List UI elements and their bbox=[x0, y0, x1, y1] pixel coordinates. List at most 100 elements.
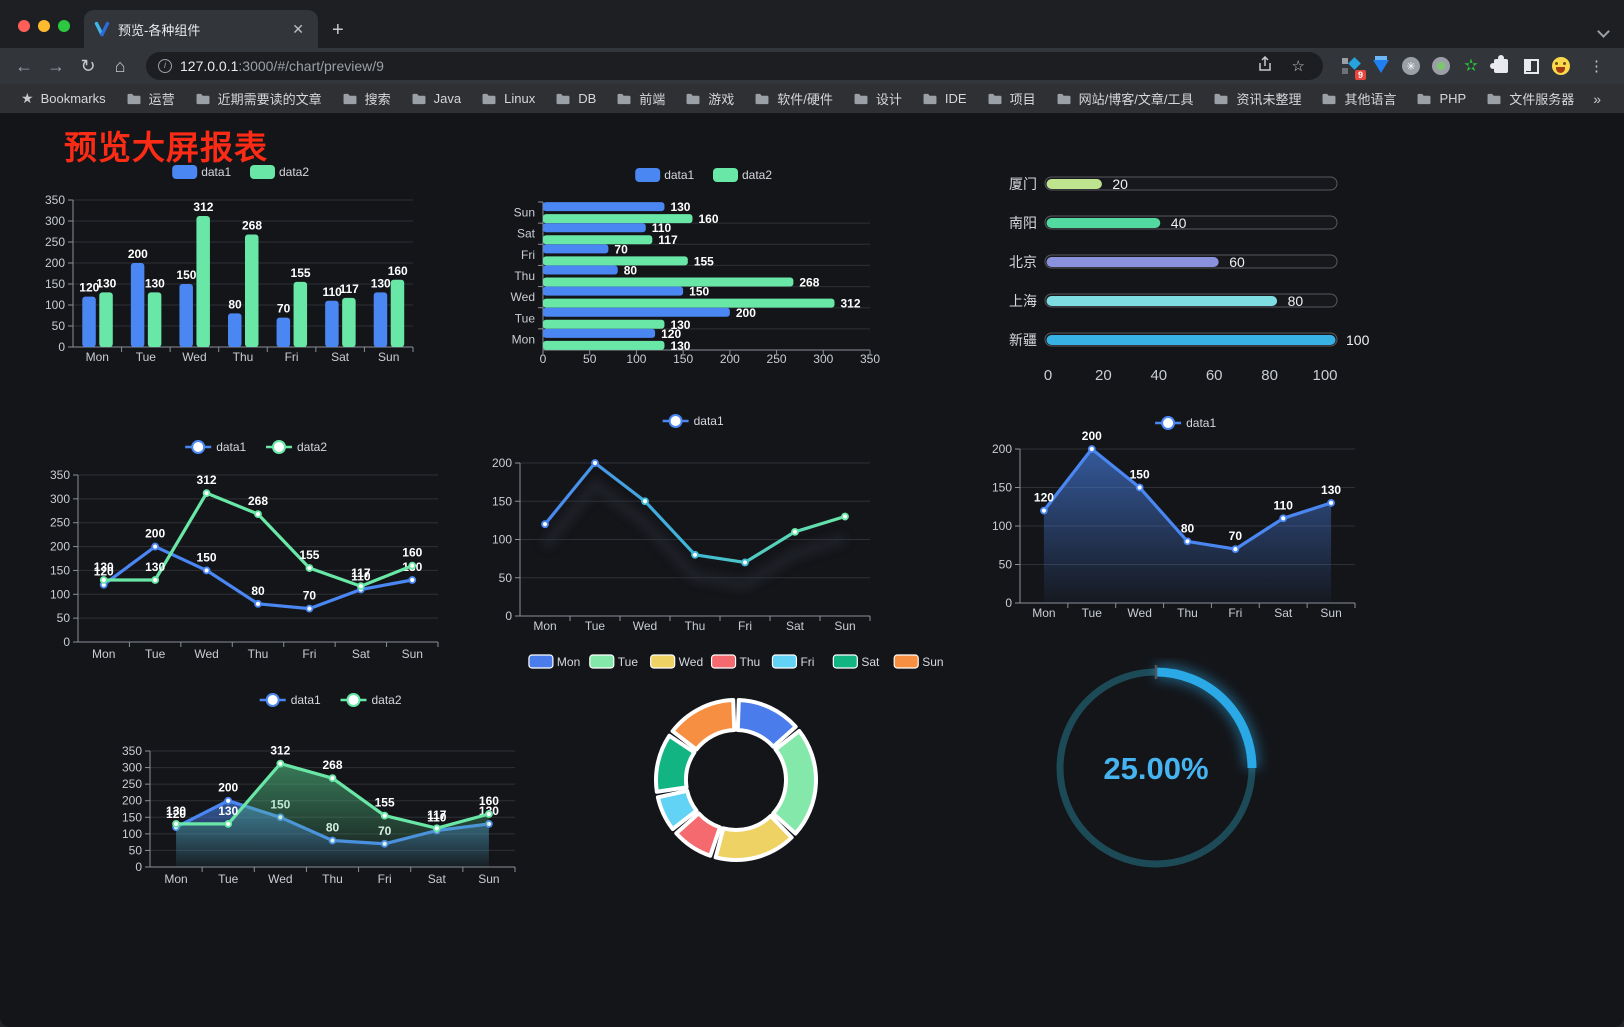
address-bar[interactable]: i 127.0.0.1:3000/#/chart/preview/9 ☆ bbox=[146, 52, 1323, 80]
page-title: 预览大屏报表 bbox=[64, 129, 268, 166]
folder-icon bbox=[1214, 93, 1228, 104]
bookmark-item[interactable]: IDE bbox=[913, 86, 976, 111]
folder-icon bbox=[988, 93, 1002, 104]
folder-icon bbox=[923, 93, 937, 104]
bookmark-item[interactable]: 资讯未整理 bbox=[1204, 86, 1310, 111]
reload-icon[interactable]: ↻ bbox=[80, 55, 96, 76]
star-extension-icon[interactable]: ✫ bbox=[1463, 56, 1479, 75]
bookmark-item[interactable]: 游戏 bbox=[676, 86, 743, 111]
svg-text:150: 150 bbox=[689, 285, 709, 299]
bookmark-item[interactable]: 项目 bbox=[978, 86, 1045, 111]
bookmark-item[interactable]: 其他语言 bbox=[1312, 86, 1405, 111]
window-controls[interactable] bbox=[0, 20, 84, 48]
svg-text:Wed: Wed bbox=[633, 619, 657, 633]
folder-icon bbox=[1487, 93, 1501, 104]
svg-text:Mon: Mon bbox=[164, 872, 187, 886]
svg-text:data1: data1 bbox=[694, 414, 724, 428]
browser-menu-icon[interactable]: ⋮ bbox=[1589, 58, 1604, 75]
folder-icon bbox=[482, 93, 496, 104]
svg-text:155: 155 bbox=[375, 796, 395, 810]
gradient-line-chart[interactable]: data1 0 50 100 150 200 Mon Tue Wed Thu Fri Sat Sun bbox=[485, 408, 925, 648]
dashboard-page: 预览大屏报表 data1 data2 0 50 100 150 200 250 300 350 Mo… bbox=[0, 113, 1624, 1027]
svg-text:Fri: Fri bbox=[521, 248, 535, 262]
bookmark-item[interactable]: 运营 bbox=[117, 86, 184, 111]
svg-text:Sat: Sat bbox=[517, 227, 536, 241]
stacked-area-line-chart[interactable]: data1 data2 0 50 100 150 200 250 300 350 Mon Tue Wed… bbox=[90, 683, 530, 903]
svg-text:155: 155 bbox=[291, 266, 311, 280]
svg-text:20: 20 bbox=[1095, 367, 1112, 384]
bookmark-item[interactable]: Java bbox=[402, 86, 470, 111]
svg-text:Fri: Fri bbox=[378, 872, 392, 886]
svg-text:80: 80 bbox=[1181, 521, 1195, 535]
svg-text:70: 70 bbox=[277, 302, 291, 316]
svg-text:80: 80 bbox=[228, 297, 242, 311]
svg-text:350: 350 bbox=[860, 352, 880, 366]
svg-text:120: 120 bbox=[94, 565, 114, 579]
svg-text:130: 130 bbox=[96, 276, 116, 290]
zoom-window-button[interactable] bbox=[58, 20, 70, 32]
bookmark-item[interactable]: 文件服务器 bbox=[1477, 86, 1583, 111]
svg-text:Mon: Mon bbox=[533, 619, 556, 633]
sidebar-extension-icon[interactable] bbox=[1521, 56, 1541, 76]
snowflake-extension-icon[interactable]: ✳ bbox=[1401, 56, 1421, 76]
close-window-button[interactable] bbox=[18, 20, 30, 32]
svg-text:Sat: Sat bbox=[331, 350, 350, 364]
folder-icon bbox=[412, 93, 426, 104]
svg-text:data1: data1 bbox=[216, 440, 246, 454]
bookmark-item[interactable]: 前端 bbox=[607, 86, 674, 111]
svg-text:Tue: Tue bbox=[585, 619, 606, 633]
bookmark-item[interactable]: Linux bbox=[472, 86, 544, 111]
back-icon[interactable]: ← bbox=[15, 55, 33, 76]
horizontal-bar-chart[interactable]: data1 data2 0 50 100 150 200 250 300 350 Sun 130 160… bbox=[500, 158, 930, 383]
gem-extension-icon[interactable] bbox=[1371, 55, 1391, 76]
svg-text:100: 100 bbox=[45, 298, 65, 312]
svg-text:312: 312 bbox=[270, 744, 290, 758]
svg-text:40: 40 bbox=[1171, 215, 1187, 231]
bookmarks-manager-item[interactable]: ★ Bookmarks bbox=[21, 90, 106, 106]
bookmark-item[interactable]: 网站/博客/文章/工具 bbox=[1047, 86, 1203, 111]
dot-extension-icon[interactable] bbox=[1431, 56, 1451, 76]
area-line-chart[interactable]: data1 0 50 100 150 200 Mon Tue Wed Thu Fri Sat Sun 12… bbox=[960, 398, 1400, 633]
forward-icon[interactable]: → bbox=[47, 55, 65, 76]
bookmark-item[interactable]: 近期需要读的文章 bbox=[186, 86, 331, 111]
minimize-window-button[interactable] bbox=[38, 20, 50, 32]
proxy-extension-icon[interactable]: 9 bbox=[1341, 56, 1366, 80]
grouped-bar-chart[interactable]: data1 data2 0 50 100 150 200 250 300 350 Mon Tue Wed… bbox=[35, 158, 475, 378]
share-icon[interactable] bbox=[1252, 55, 1278, 76]
svg-text:Thu: Thu bbox=[1177, 606, 1198, 620]
svg-text:300: 300 bbox=[45, 214, 65, 228]
svg-text:300: 300 bbox=[813, 352, 833, 366]
svg-text:150: 150 bbox=[50, 563, 70, 577]
bookmark-item[interactable]: DB bbox=[546, 86, 605, 111]
progress-gauge[interactable]: 25.00% bbox=[1035, 658, 1285, 883]
svg-text:200: 200 bbox=[45, 256, 65, 270]
emoji-extension-icon[interactable] bbox=[1551, 56, 1571, 76]
bookmark-star-icon[interactable]: ☆ bbox=[1291, 58, 1305, 75]
browser-tab[interactable]: 预览-各种组件 ✕ bbox=[84, 10, 318, 48]
svg-text:data2: data2 bbox=[372, 693, 402, 707]
site-info-icon[interactable]: i bbox=[158, 59, 172, 73]
svg-text:300: 300 bbox=[50, 492, 70, 506]
svg-text:100: 100 bbox=[992, 519, 1012, 533]
home-icon[interactable]: ⌂ bbox=[114, 55, 126, 76]
svg-text:80: 80 bbox=[1288, 293, 1304, 309]
svg-text:Tue: Tue bbox=[136, 350, 157, 364]
svg-text:Wed: Wed bbox=[679, 655, 703, 669]
svg-text:Wed: Wed bbox=[268, 872, 292, 886]
url-text[interactable]: 127.0.0.1:3000/#/chart/preview/9 bbox=[180, 58, 384, 74]
svg-text:Sun: Sun bbox=[478, 872, 499, 886]
city-progress-chart[interactable]: 厦门 20 南阳 40 北京 60 上海 80 新疆 100 0 20 40 60 80 100 bbox=[985, 158, 1405, 398]
svg-text:新疆: 新疆 bbox=[1009, 332, 1037, 348]
tab-close-icon[interactable]: ✕ bbox=[292, 20, 304, 37]
bookmark-item[interactable]: 搜索 bbox=[333, 86, 400, 111]
bookmark-item[interactable]: 设计 bbox=[844, 86, 911, 111]
tab-search-chevron-icon[interactable] bbox=[1597, 25, 1610, 38]
bookmark-item[interactable]: PHP bbox=[1407, 86, 1475, 111]
multi-line-chart[interactable]: data1 data2 0 50 100 150 200 250 300 350 Mon Tue Wed… bbox=[30, 433, 470, 673]
new-tab-button[interactable]: + bbox=[332, 19, 344, 41]
puzzle-extensions-icon[interactable] bbox=[1490, 55, 1511, 76]
bookmarks-overflow-icon[interactable]: » bbox=[1593, 90, 1602, 107]
donut-chart[interactable]: Mon Tue Wed Thu Fri Sat Sun bbox=[525, 650, 975, 985]
tab-title: 预览-各种组件 bbox=[118, 22, 201, 38]
bookmark-item[interactable]: 软件/硬件 bbox=[745, 86, 842, 111]
